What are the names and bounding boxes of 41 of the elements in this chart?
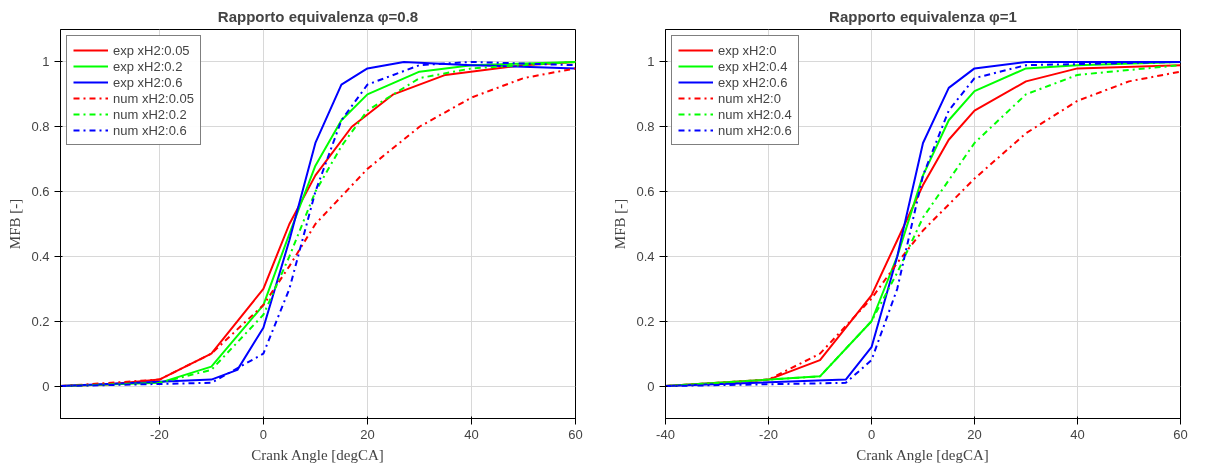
legend-label: num xH2:0.2 [113,106,187,122]
x-axis-title: Crank Angle [degCA] [251,446,384,463]
x-tick-label: 20 [967,426,982,442]
y-axis-title: MFB [-] [7,198,24,250]
y-tick-label: 0.4 [636,248,655,264]
x-tick-label: 0 [259,426,267,442]
x-tick-label: 0 [867,426,876,442]
legend-label: num xH2:0.05 [113,90,194,106]
legend-label: exp xH2:0.2 [113,58,183,74]
legend-label: num xH2:0.6 [113,122,187,138]
y-tick-label: 0.8 [636,119,655,135]
y-tick-label: 0.8 [31,119,50,135]
legend-label: num xH2:0 [718,90,781,106]
y-tick-label: 0 [647,378,655,394]
legend-label: exp xH2:0.4 [718,58,788,74]
y-tick-label: 1 [647,54,655,70]
legend-label: exp xH2:0.6 [113,74,183,90]
y-axis-title: MFB [-] [612,198,629,250]
legend-label: num xH2:0.4 [718,106,792,122]
x-tick-label: -20 [149,426,169,442]
y-tick-label: 0 [42,378,50,394]
chart-title: Rapporto equivalenza φ=1 [829,7,1017,25]
x-tick-label: 40 [1070,426,1085,442]
x-tick-label: 40 [464,426,479,442]
x-tick-label: -40 [656,426,675,442]
x-tick-label: -20 [759,426,778,442]
legend-label: exp xH2:0.05 [113,42,190,58]
x-axis-title: Crank Angle [degCA] [856,446,989,463]
legend-label: exp xH2:0.6 [718,74,788,90]
y-tick-label: 0.4 [31,248,50,264]
x-tick-label: 60 [568,426,583,442]
x-tick-label: 60 [1173,426,1188,442]
y-tick-label: 0.2 [31,313,50,329]
y-tick-label: 0.6 [31,184,50,200]
legend-label: num xH2:0.6 [718,122,792,138]
y-tick-label: 0.2 [636,313,655,329]
x-tick-label: 20 [360,426,375,442]
chart-title: Rapporto equivalenza φ=0.8 [217,7,419,25]
y-tick-label: 0.6 [636,184,655,200]
legend-label: exp xH2:0 [718,42,777,58]
y-tick-label: 1 [42,54,50,70]
